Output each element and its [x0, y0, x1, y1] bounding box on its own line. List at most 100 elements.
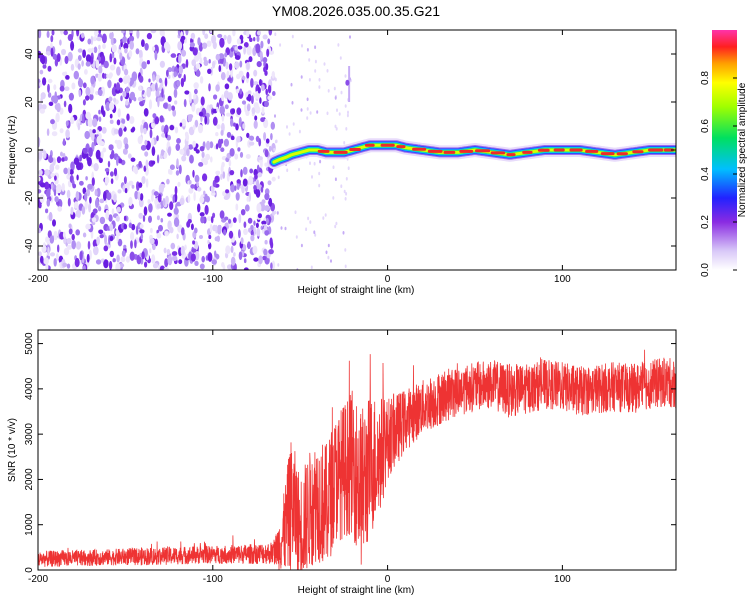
noise-blob — [300, 75, 303, 79]
noise-blob — [197, 51, 202, 60]
noise-blob — [239, 151, 244, 158]
noise-blob — [130, 240, 133, 249]
noise-blob — [171, 251, 178, 256]
noise-blob — [203, 190, 206, 196]
noise-blob — [102, 43, 106, 50]
noise-blob — [159, 115, 164, 123]
noise-blob — [309, 161, 311, 165]
noise-blob — [256, 227, 261, 237]
noise-blob — [128, 180, 134, 186]
noise-blob — [79, 251, 83, 261]
noise-blob — [327, 255, 330, 260]
noise-blob — [246, 45, 252, 56]
noise-blob — [248, 175, 254, 186]
noise-blob — [256, 30, 262, 36]
noise-blob — [103, 60, 109, 69]
noise-blob — [230, 47, 234, 52]
noise-blob — [256, 164, 260, 173]
noise-blob — [207, 216, 212, 222]
noise-blob — [179, 122, 183, 127]
noise-blob — [176, 233, 179, 240]
noise-blob — [113, 97, 117, 103]
x-tick-label: -100 — [203, 574, 223, 585]
noise-blob — [262, 34, 268, 40]
noise-blob — [199, 263, 205, 270]
noise-blob — [108, 260, 113, 270]
noise-blob — [109, 102, 115, 111]
noise-blob — [90, 75, 95, 85]
noise-blob — [89, 93, 94, 101]
noise-blob — [121, 250, 126, 257]
noise-blob — [96, 236, 100, 246]
noise-blob — [116, 206, 121, 213]
noise-blob — [176, 158, 179, 168]
noise-blob — [214, 175, 220, 183]
signal-streak-blob — [345, 79, 350, 86]
noise-blob — [178, 259, 183, 265]
noise-blob — [215, 170, 221, 176]
noise-blob — [230, 256, 236, 266]
noise-blob — [105, 209, 110, 220]
noise-blob — [262, 255, 267, 261]
noise-blob — [197, 203, 201, 213]
noise-blob — [286, 125, 288, 129]
noise-blob — [193, 191, 196, 201]
noise-blob — [130, 231, 135, 241]
noise-blob — [194, 250, 200, 261]
noise-blob — [169, 169, 173, 175]
noise-blob — [113, 193, 117, 203]
noise-blob — [38, 151, 43, 160]
noise-blob — [45, 208, 49, 214]
noise-blob — [134, 239, 137, 249]
spectrogram-signal-track — [267, 66, 676, 169]
noise-blob — [215, 132, 219, 137]
noise-blob — [253, 257, 259, 262]
noise-blob — [257, 87, 261, 94]
noise-blob — [241, 100, 247, 105]
noise-blob — [249, 168, 254, 174]
x-tick-label: -200 — [28, 274, 48, 285]
noise-blob — [225, 189, 230, 194]
noise-blob — [187, 144, 194, 150]
noise-blob — [314, 59, 317, 64]
noise-blob — [270, 262, 273, 270]
noise-blob — [188, 91, 192, 102]
noise-blob — [38, 227, 42, 234]
noise-blob — [51, 131, 58, 137]
noise-blob — [52, 219, 56, 227]
noise-blob — [106, 73, 109, 79]
noise-blob — [216, 224, 222, 235]
noise-blob — [79, 180, 84, 186]
noise-blob — [96, 36, 102, 42]
noise-blob — [311, 175, 313, 179]
noise-blob — [244, 102, 247, 113]
noise-blob — [187, 114, 194, 119]
noise-blob — [192, 140, 196, 148]
noise-blob — [205, 140, 211, 151]
noise-blob — [98, 116, 102, 122]
noise-blob — [267, 84, 272, 94]
noise-blob — [77, 55, 82, 61]
noise-blob — [264, 239, 268, 245]
noise-blob — [188, 187, 194, 194]
noise-blob — [143, 127, 147, 135]
noise-blob — [335, 221, 338, 226]
noise-blob — [59, 128, 64, 134]
noise-blob — [256, 61, 262, 68]
noise-blob — [61, 71, 67, 76]
noise-blob — [174, 100, 178, 105]
y-tick-label: 40 — [24, 48, 35, 60]
noise-blob — [180, 77, 185, 88]
noise-blob — [136, 30, 140, 39]
noise-blob — [235, 203, 239, 211]
noise-blob — [163, 127, 167, 134]
noise-blob — [138, 160, 142, 168]
noise-blob — [216, 124, 221, 130]
noise-blob — [110, 178, 114, 185]
noise-blob — [318, 183, 321, 188]
y-tick-label: 3000 — [24, 423, 35, 446]
noise-blob — [111, 52, 115, 59]
noise-blob — [140, 233, 144, 240]
noise-blob — [212, 108, 218, 114]
